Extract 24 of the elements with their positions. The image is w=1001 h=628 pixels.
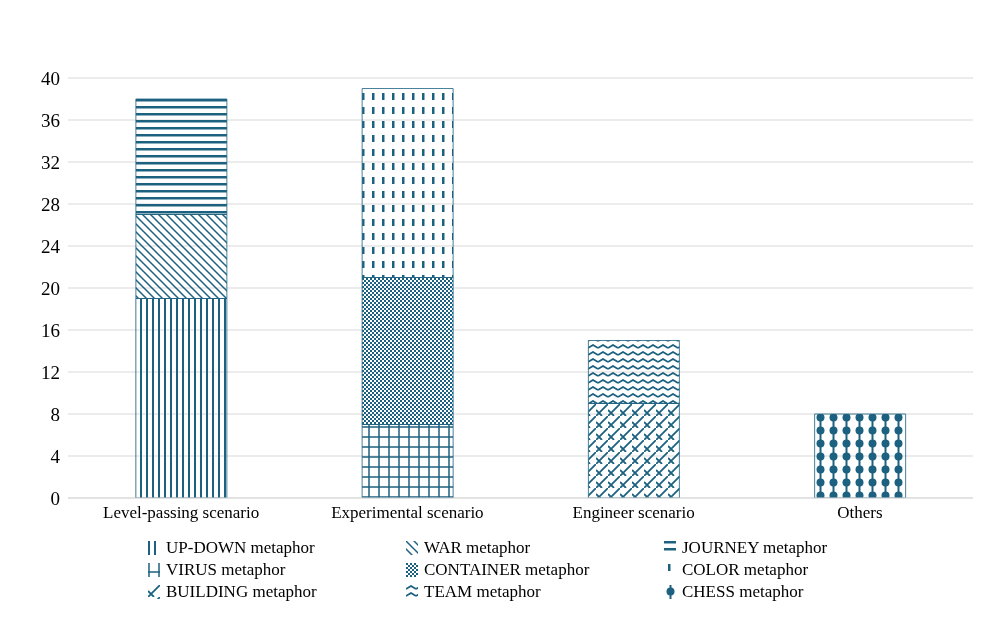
y-tick-label: 4 — [50, 445, 61, 467]
x-tick-label: Engineer scenario — [572, 503, 695, 523]
x-tick-label: Level-passing scenario — [103, 503, 260, 523]
y-tick-label: 24 — [41, 235, 61, 257]
x-tick-label: Others — [837, 503, 883, 523]
legend-label: TEAM metaphor — [424, 582, 541, 602]
legend-label: JOURNEY metaphor — [682, 538, 828, 558]
y-tick-label: 16 — [41, 319, 60, 341]
y-tick-label: 0 — [50, 487, 60, 509]
y-tick-label: 32 — [41, 151, 60, 173]
legend-label: WAR metaphor — [424, 538, 531, 558]
legend-label: CONTAINER metaphor — [424, 560, 590, 580]
x-tick-label: Experimental scenario — [331, 503, 484, 523]
y-tick-label: 20 — [41, 277, 60, 299]
legend-label: BUILDING metaphor — [166, 582, 317, 602]
y-tick-label: 28 — [41, 193, 60, 215]
legend-label: UP-DOWN metaphor — [166, 538, 315, 558]
legend-label: VIRUS metaphor — [166, 560, 286, 580]
y-tick-label: 36 — [41, 109, 60, 131]
legend-label: COLOR metaphor — [682, 560, 809, 580]
legend-label: CHESS metaphor — [682, 582, 804, 602]
y-tick-label: 40 — [41, 67, 60, 89]
y-tick-label: 8 — [50, 403, 60, 425]
y-tick-label: 12 — [41, 361, 60, 383]
